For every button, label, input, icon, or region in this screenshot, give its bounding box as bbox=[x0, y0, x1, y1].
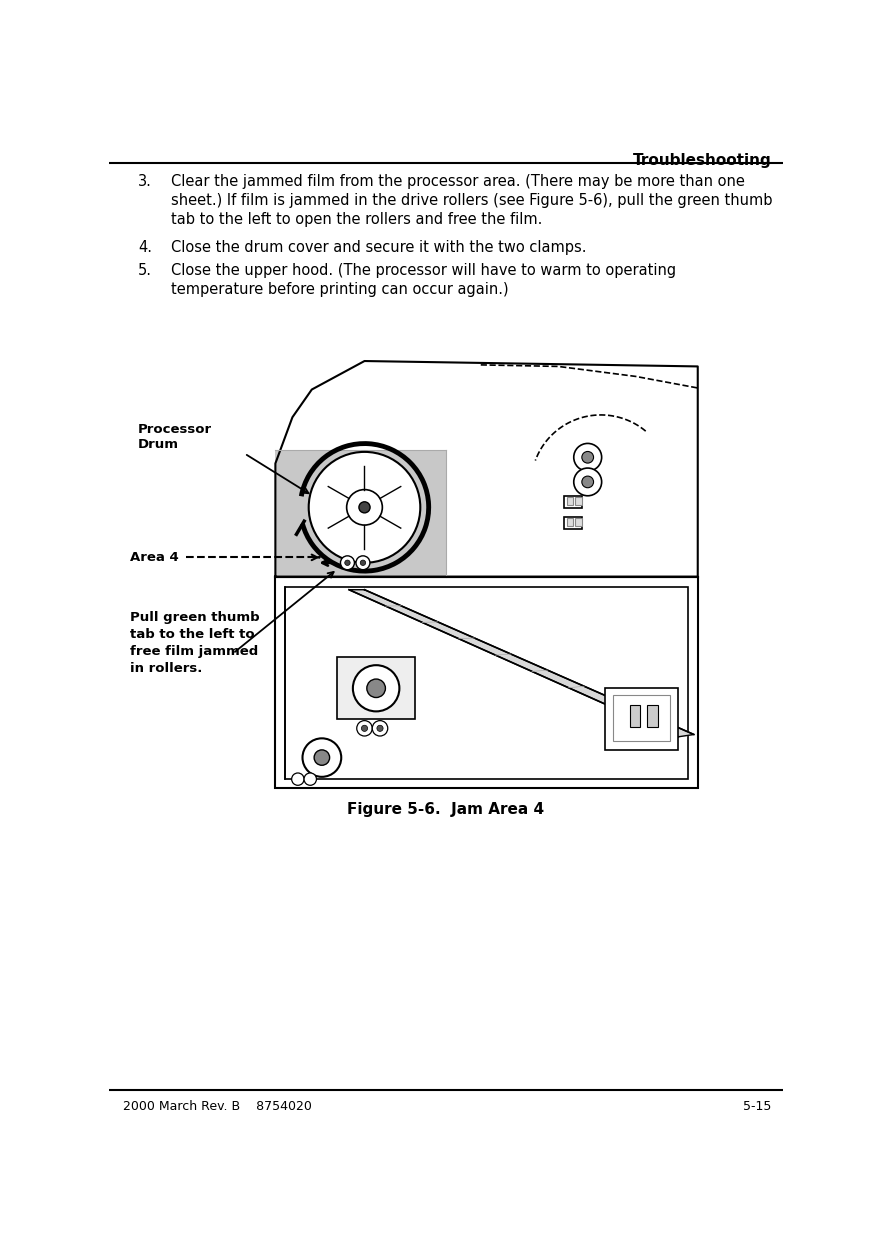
Bar bbox=[574, 498, 580, 505]
Circle shape bbox=[581, 452, 593, 463]
Text: Close the upper hood. (The processor will have to warm to operating
temperature : Close the upper hood. (The processor wil… bbox=[170, 264, 675, 297]
Circle shape bbox=[359, 501, 369, 513]
Circle shape bbox=[308, 452, 420, 562]
Circle shape bbox=[573, 443, 601, 471]
Circle shape bbox=[314, 750, 329, 765]
Circle shape bbox=[361, 725, 368, 731]
Circle shape bbox=[360, 560, 365, 566]
Bar bbox=[563, 516, 581, 529]
Circle shape bbox=[291, 773, 303, 785]
Circle shape bbox=[346, 490, 381, 525]
Circle shape bbox=[376, 725, 382, 731]
Bar bbox=[337, 658, 415, 719]
Bar bbox=[647, 705, 658, 726]
Bar bbox=[563, 496, 581, 508]
Text: Processor
Drum: Processor Drum bbox=[138, 423, 212, 450]
Text: 5.: 5. bbox=[138, 264, 152, 279]
Polygon shape bbox=[348, 590, 693, 736]
Bar bbox=[566, 498, 573, 505]
Circle shape bbox=[344, 560, 349, 566]
Bar bbox=[275, 577, 697, 789]
Bar bbox=[604, 688, 678, 750]
Text: Pull green thumb
tab to the left to
free film jammed
in rollers.: Pull green thumb tab to the left to free… bbox=[130, 611, 260, 675]
Circle shape bbox=[573, 468, 601, 496]
Circle shape bbox=[581, 476, 593, 488]
Text: Close the drum cover and secure it with the two clamps.: Close the drum cover and secure it with … bbox=[170, 240, 586, 255]
Polygon shape bbox=[275, 361, 697, 577]
Circle shape bbox=[356, 720, 372, 736]
Circle shape bbox=[340, 556, 354, 570]
Text: 2000 March Rev. B    8754020: 2000 March Rev. B 8754020 bbox=[123, 1100, 311, 1113]
Text: Troubleshooting: Troubleshooting bbox=[632, 153, 771, 168]
Circle shape bbox=[372, 720, 388, 736]
Bar bbox=[275, 449, 445, 577]
Text: 3.: 3. bbox=[138, 174, 152, 189]
Circle shape bbox=[355, 556, 369, 570]
Bar bbox=[629, 705, 640, 726]
Circle shape bbox=[302, 739, 341, 776]
Bar bbox=[566, 518, 573, 526]
Circle shape bbox=[367, 679, 385, 698]
Circle shape bbox=[353, 666, 399, 712]
Bar bbox=[285, 587, 687, 779]
Text: Figure 5-6.  Jam Area 4: Figure 5-6. Jam Area 4 bbox=[347, 802, 544, 817]
Bar bbox=[613, 695, 669, 741]
Text: Clear the jammed film from the processor area. (There may be more than one
sheet: Clear the jammed film from the processor… bbox=[170, 174, 772, 228]
Bar bbox=[574, 518, 580, 526]
Text: 4.: 4. bbox=[138, 240, 152, 255]
Circle shape bbox=[303, 773, 316, 785]
Text: 5-15: 5-15 bbox=[742, 1100, 771, 1113]
Text: Area 4: Area 4 bbox=[130, 551, 179, 564]
